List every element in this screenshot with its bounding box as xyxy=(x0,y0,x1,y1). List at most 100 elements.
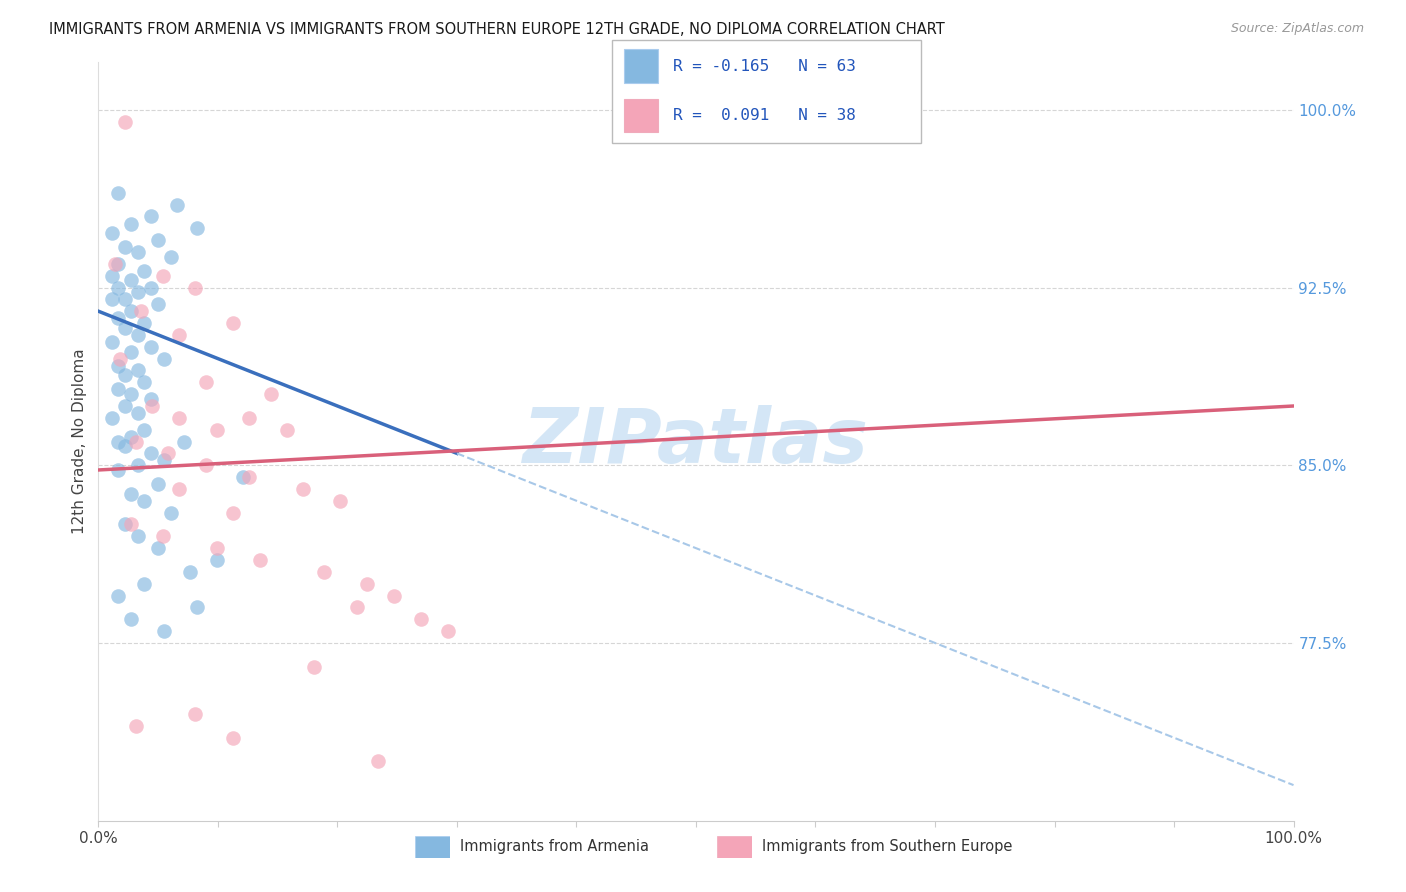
Point xyxy=(100,226,122,240)
Point xyxy=(107,383,129,397)
Point xyxy=(152,268,174,283)
Point xyxy=(127,363,149,377)
Point xyxy=(186,221,208,235)
Point xyxy=(291,482,314,496)
Point xyxy=(167,482,190,496)
Point xyxy=(139,210,162,224)
Text: Immigrants from Armenia: Immigrants from Armenia xyxy=(460,839,648,854)
Point xyxy=(146,233,169,247)
Point xyxy=(107,589,129,603)
Point xyxy=(238,410,260,425)
Point xyxy=(107,311,129,326)
Point xyxy=(195,376,218,390)
Point xyxy=(382,589,405,603)
Point xyxy=(107,186,129,200)
Point xyxy=(205,553,228,567)
Point xyxy=(107,434,129,449)
Point xyxy=(356,576,378,591)
Point xyxy=(114,399,136,413)
Point xyxy=(107,280,129,294)
Point xyxy=(302,659,325,673)
Point xyxy=(249,553,271,567)
Point xyxy=(205,541,228,556)
Point xyxy=(114,240,136,254)
Point xyxy=(120,273,142,287)
Point xyxy=(238,470,260,484)
Point xyxy=(141,399,163,413)
FancyBboxPatch shape xyxy=(612,40,921,143)
Y-axis label: 12th Grade, No Diploma: 12th Grade, No Diploma xyxy=(72,349,87,534)
Text: IMMIGRANTS FROM ARMENIA VS IMMIGRANTS FROM SOUTHERN EUROPE 12TH GRADE, NO DIPLOM: IMMIGRANTS FROM ARMENIA VS IMMIGRANTS FR… xyxy=(49,22,945,37)
Point xyxy=(107,359,129,373)
Point xyxy=(222,506,245,520)
Point xyxy=(114,114,136,128)
Point xyxy=(314,565,336,579)
Point xyxy=(159,250,181,264)
Point xyxy=(131,304,153,318)
Point xyxy=(437,624,460,638)
Point xyxy=(179,565,201,579)
Point xyxy=(167,410,190,425)
Text: Source: ZipAtlas.com: Source: ZipAtlas.com xyxy=(1230,22,1364,36)
Point xyxy=(134,576,156,591)
Point xyxy=(153,453,176,467)
Point xyxy=(127,244,149,259)
Point xyxy=(146,541,169,556)
Point xyxy=(134,493,156,508)
Point xyxy=(205,423,228,437)
Point xyxy=(127,285,149,300)
Point xyxy=(346,600,368,615)
Point xyxy=(107,257,129,271)
Point xyxy=(120,217,142,231)
Text: Immigrants from Southern Europe: Immigrants from Southern Europe xyxy=(762,839,1012,854)
Text: R =  0.091   N = 38: R = 0.091 N = 38 xyxy=(673,108,856,123)
Point xyxy=(114,517,136,532)
Point xyxy=(232,470,254,484)
Point xyxy=(107,463,129,477)
Point xyxy=(120,612,142,626)
Point xyxy=(127,406,149,420)
Point xyxy=(100,293,122,307)
FancyBboxPatch shape xyxy=(624,49,658,83)
FancyBboxPatch shape xyxy=(415,836,450,858)
FancyBboxPatch shape xyxy=(624,99,658,132)
Point xyxy=(173,434,195,449)
Point xyxy=(195,458,218,473)
Point xyxy=(167,327,190,342)
Point xyxy=(108,351,131,366)
Point xyxy=(259,387,281,401)
Point xyxy=(134,316,156,330)
Point xyxy=(329,493,352,508)
Point xyxy=(153,624,176,638)
Point xyxy=(100,410,122,425)
FancyBboxPatch shape xyxy=(717,836,752,858)
Point xyxy=(159,506,181,520)
Point xyxy=(186,600,208,615)
Point xyxy=(139,340,162,354)
Point xyxy=(120,304,142,318)
Point xyxy=(125,719,148,733)
Point xyxy=(139,280,162,294)
Point xyxy=(146,477,169,491)
Point xyxy=(276,423,298,437)
Point xyxy=(157,446,180,460)
Point xyxy=(114,321,136,335)
Point xyxy=(134,264,156,278)
Point xyxy=(222,316,245,330)
Point xyxy=(222,731,245,745)
Point xyxy=(367,755,389,769)
Point xyxy=(134,423,156,437)
Point xyxy=(120,486,142,500)
Point xyxy=(152,529,174,543)
Point xyxy=(120,517,142,532)
Point xyxy=(100,268,122,283)
Point xyxy=(114,368,136,383)
Point xyxy=(134,376,156,390)
Point xyxy=(120,344,142,359)
Point xyxy=(114,439,136,453)
Point xyxy=(153,351,176,366)
Point xyxy=(166,197,188,211)
Point xyxy=(103,257,125,271)
Text: ZIPatlas: ZIPatlas xyxy=(523,405,869,478)
Text: R = -0.165   N = 63: R = -0.165 N = 63 xyxy=(673,59,856,74)
